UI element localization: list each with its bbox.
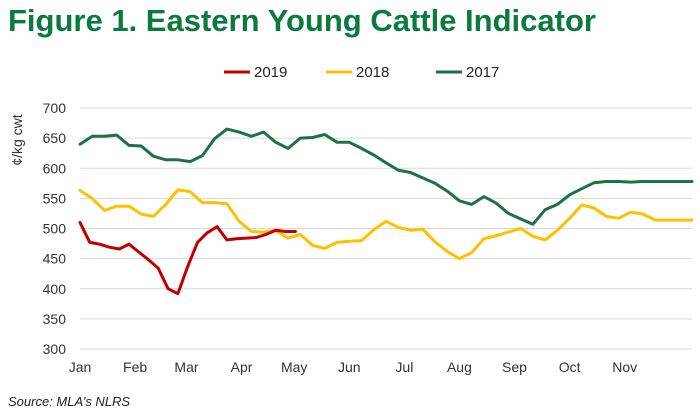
legend-label-2018: 2018 xyxy=(356,64,389,81)
y-tick-label: 650 xyxy=(43,130,67,146)
y-tick-label: 350 xyxy=(43,311,67,327)
x-tick-label: Jun xyxy=(338,359,361,375)
source-note: Source: MLA’s NLRS xyxy=(8,394,131,409)
legend: 2019 2018 2017 xyxy=(224,64,499,81)
y-tick-label: 300 xyxy=(43,341,67,357)
series-line-2018 xyxy=(78,188,694,261)
x-axis-ticks: Jan Feb Mar Apr May Jun Jul Aug Sep Oct Nov xyxy=(69,359,637,375)
x-tick-label: Sep xyxy=(502,359,527,375)
gridlines xyxy=(80,107,692,350)
y-tick-label: 400 xyxy=(43,281,67,297)
y-tick-label: 600 xyxy=(43,160,67,176)
x-tick-label: Oct xyxy=(559,359,581,375)
y-axis-ticks: 300 350 400 450 500 550 600 650 700 xyxy=(43,100,67,357)
page-title: Figure 1. Eastern Young Cattle Indicator xyxy=(8,3,596,38)
series-line-2017 xyxy=(78,127,694,226)
x-tick-label: Jul xyxy=(395,359,413,375)
series-line-2019 xyxy=(78,221,297,296)
x-tick-label: Nov xyxy=(612,359,637,375)
x-tick-label: Mar xyxy=(174,359,198,375)
x-tick-label: Aug xyxy=(447,359,472,375)
y-tick-label: 700 xyxy=(43,100,67,116)
x-tick-label: Feb xyxy=(123,359,147,375)
y-tick-label: 550 xyxy=(43,190,67,206)
y-tick-label: 450 xyxy=(43,251,67,267)
series-lines xyxy=(78,127,694,296)
x-tick-label: Jan xyxy=(69,359,92,375)
x-tick-label: May xyxy=(281,359,307,375)
legend-label-2017: 2017 xyxy=(466,64,499,81)
y-axis-label: ¢/kg cwt xyxy=(9,114,25,165)
x-tick-label: Apr xyxy=(231,359,253,375)
legend-label-2019: 2019 xyxy=(254,64,287,81)
y-tick-label: 500 xyxy=(43,221,67,237)
